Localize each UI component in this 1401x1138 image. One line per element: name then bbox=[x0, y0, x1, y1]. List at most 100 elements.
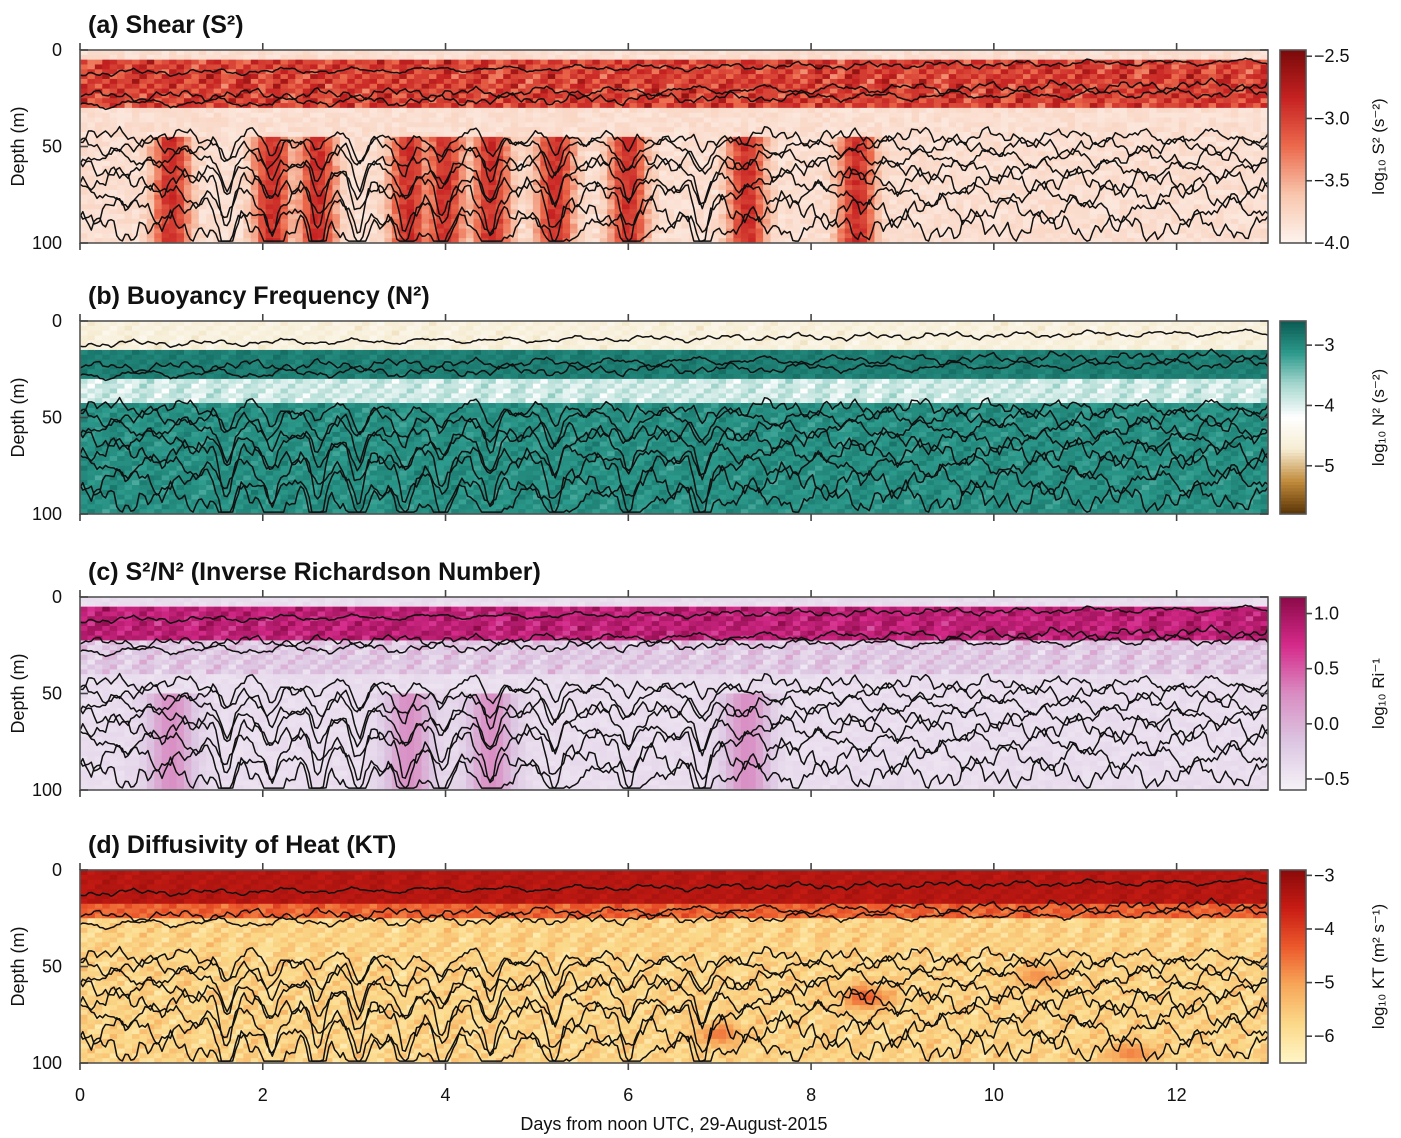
heatmap-cell bbox=[770, 136, 779, 143]
heatmap-cell bbox=[169, 160, 178, 167]
heatmap-cell bbox=[829, 156, 838, 162]
heatmap-cell bbox=[377, 98, 386, 104]
heatmap-cell bbox=[191, 185, 200, 191]
heatmap-cell bbox=[763, 50, 772, 56]
heatmap-cell bbox=[933, 122, 942, 128]
heatmap-cell bbox=[87, 156, 96, 162]
heatmap-cell bbox=[354, 83, 363, 90]
heatmap-cell bbox=[473, 194, 482, 201]
heatmap-cell bbox=[102, 165, 111, 172]
heatmap-cell bbox=[458, 209, 467, 215]
heatmap-cell bbox=[176, 175, 185, 181]
heatmap-cell bbox=[399, 127, 408, 133]
heatmap-cell bbox=[102, 88, 111, 95]
heatmap-cell bbox=[584, 107, 593, 114]
heatmap-cell bbox=[844, 127, 853, 133]
heatmap-cell bbox=[755, 59, 764, 66]
heatmap-cell bbox=[792, 194, 801, 201]
heatmap-cell bbox=[495, 122, 504, 128]
heatmap-cell bbox=[347, 175, 356, 181]
heatmap-cell bbox=[956, 64, 965, 70]
heatmap-cell bbox=[562, 78, 571, 85]
heatmap-cell bbox=[622, 223, 631, 230]
heatmap-cell bbox=[874, 122, 883, 128]
heatmap-cell bbox=[191, 218, 200, 225]
heatmap-cell bbox=[250, 170, 259, 177]
heatmap-cell bbox=[265, 160, 274, 167]
heatmap-cell bbox=[763, 54, 772, 61]
heatmap-cell bbox=[280, 103, 289, 109]
heatmap-cell bbox=[978, 59, 987, 66]
heatmap-cell bbox=[881, 228, 890, 234]
heatmap-cell bbox=[510, 238, 519, 243]
heatmap-cell bbox=[495, 78, 504, 85]
heatmap-cell bbox=[592, 194, 601, 201]
heatmap-cell bbox=[792, 69, 801, 75]
heatmap-cell bbox=[651, 233, 660, 239]
heatmap-cell bbox=[183, 112, 192, 119]
heatmap-cell bbox=[956, 78, 965, 85]
heatmap-cell bbox=[131, 238, 140, 243]
heatmap-cell bbox=[748, 50, 757, 56]
heatmap-cell bbox=[592, 160, 601, 167]
heatmap-cell bbox=[213, 132, 222, 138]
heatmap-cell bbox=[421, 69, 430, 75]
heatmap-cell bbox=[570, 146, 579, 152]
heatmap-cell bbox=[859, 194, 868, 201]
heatmap-cell bbox=[221, 141, 230, 148]
heatmap-cell bbox=[622, 141, 631, 148]
heatmap-cell bbox=[711, 83, 720, 90]
heatmap-cell bbox=[644, 117, 653, 123]
heatmap-cell bbox=[369, 204, 378, 210]
heatmap-cell bbox=[198, 112, 207, 119]
heatmap-cell bbox=[235, 141, 244, 148]
heatmap-cell bbox=[911, 136, 920, 143]
heatmap-cell bbox=[740, 50, 749, 56]
heatmap-cell bbox=[399, 214, 408, 220]
heatmap-cell bbox=[740, 156, 749, 162]
heatmap-cell bbox=[592, 146, 601, 152]
heatmap-cell bbox=[124, 103, 133, 109]
heatmap-cell bbox=[488, 59, 497, 66]
heatmap-cell bbox=[577, 175, 586, 181]
heatmap-cell bbox=[844, 107, 853, 114]
heatmap-cell bbox=[317, 228, 326, 234]
heatmap-cell bbox=[436, 103, 445, 109]
heatmap-cell bbox=[317, 74, 326, 80]
heatmap-cell bbox=[258, 64, 267, 70]
heatmap-cell bbox=[146, 83, 155, 90]
heatmap-cell bbox=[258, 146, 267, 152]
heatmap-cell bbox=[636, 117, 645, 123]
heatmap-cell bbox=[80, 112, 89, 119]
heatmap-cell bbox=[414, 218, 423, 225]
heatmap-cell bbox=[347, 170, 356, 177]
heatmap-cell bbox=[280, 107, 289, 114]
heatmap-cell bbox=[495, 189, 504, 196]
heatmap-cell bbox=[748, 136, 757, 143]
heatmap-cell bbox=[681, 78, 690, 85]
heatmap-cell bbox=[102, 151, 111, 157]
heatmap-cell bbox=[258, 74, 267, 80]
heatmap-cell bbox=[325, 83, 334, 90]
heatmap-cell bbox=[822, 189, 831, 196]
heatmap-cell bbox=[428, 141, 437, 148]
heatmap-cell bbox=[911, 175, 920, 181]
heatmap-cell bbox=[428, 78, 437, 85]
heatmap-cell bbox=[592, 54, 601, 61]
heatmap-cell bbox=[295, 74, 304, 80]
heatmap-cell bbox=[354, 112, 363, 119]
heatmap-cell bbox=[636, 59, 645, 66]
heatmap-cell bbox=[235, 136, 244, 143]
heatmap-cell bbox=[325, 214, 334, 220]
heatmap-cell bbox=[414, 59, 423, 66]
heatmap-cell bbox=[725, 64, 735, 70]
heatmap-cell bbox=[102, 132, 111, 138]
heatmap-cell bbox=[518, 199, 527, 205]
heatmap-cell bbox=[1000, 74, 1009, 80]
heatmap-cell bbox=[421, 107, 430, 114]
heatmap-cell bbox=[733, 64, 742, 70]
heatmap-cell bbox=[332, 107, 341, 114]
heatmap-cell bbox=[354, 233, 363, 239]
heatmap-cell bbox=[933, 151, 942, 157]
heatmap-cell bbox=[844, 238, 853, 243]
